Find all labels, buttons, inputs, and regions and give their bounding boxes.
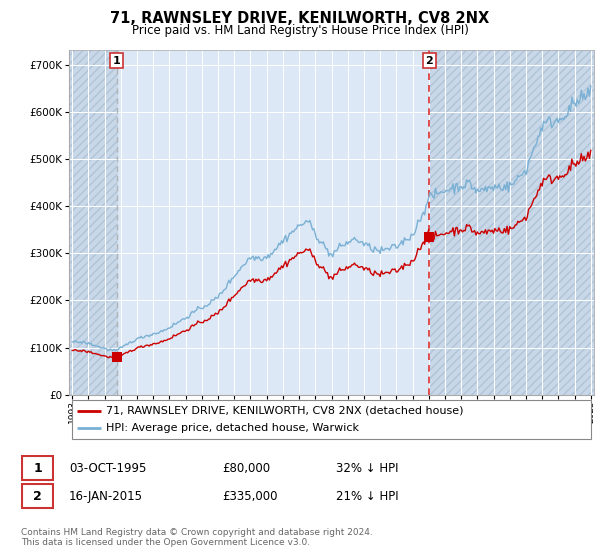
Text: HPI: Average price, detached house, Warwick: HPI: Average price, detached house, Warw… <box>106 423 359 433</box>
FancyBboxPatch shape <box>71 400 592 439</box>
Text: Price paid vs. HM Land Registry's House Price Index (HPI): Price paid vs. HM Land Registry's House … <box>131 24 469 36</box>
FancyBboxPatch shape <box>22 456 53 480</box>
Text: Contains HM Land Registry data © Crown copyright and database right 2024.
This d: Contains HM Land Registry data © Crown c… <box>21 528 373 547</box>
FancyBboxPatch shape <box>22 484 53 508</box>
Text: 21% ↓ HPI: 21% ↓ HPI <box>336 490 398 503</box>
Text: 32% ↓ HPI: 32% ↓ HPI <box>336 462 398 475</box>
Text: 1: 1 <box>113 55 121 66</box>
Text: 1: 1 <box>33 461 42 475</box>
Text: £80,000: £80,000 <box>222 462 270 475</box>
Text: 71, RAWNSLEY DRIVE, KENILWORTH, CV8 2NX (detached house): 71, RAWNSLEY DRIVE, KENILWORTH, CV8 2NX … <box>106 405 463 416</box>
Text: 71, RAWNSLEY DRIVE, KENILWORTH, CV8 2NX: 71, RAWNSLEY DRIVE, KENILWORTH, CV8 2NX <box>110 11 490 26</box>
Text: £335,000: £335,000 <box>222 490 277 503</box>
Text: 03-OCT-1995: 03-OCT-1995 <box>69 462 146 475</box>
Text: 2: 2 <box>425 55 433 66</box>
Text: 2: 2 <box>33 489 42 503</box>
Text: 16-JAN-2015: 16-JAN-2015 <box>69 490 143 503</box>
